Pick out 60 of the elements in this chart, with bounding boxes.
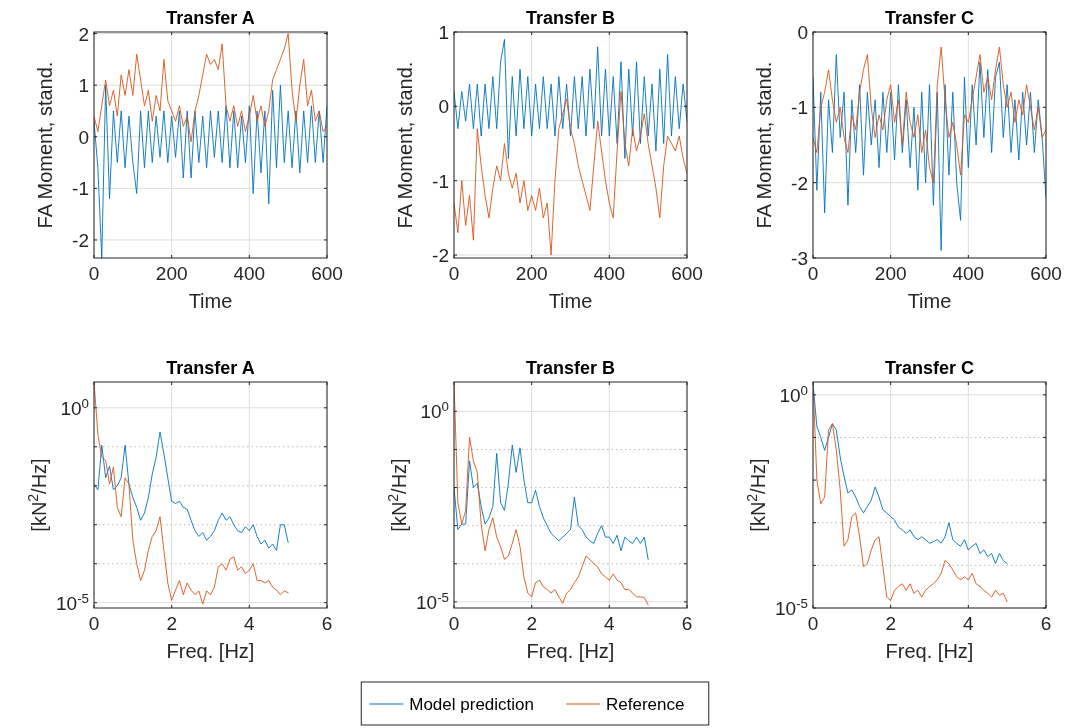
x-tick-label: 2 — [166, 613, 177, 634]
x-tick-label: 4 — [963, 613, 975, 634]
y-tick-label: -2 — [791, 172, 808, 194]
x-tick-label: 600 — [311, 263, 343, 284]
x-tick-label: 200 — [515, 263, 548, 284]
y-tick-label: 1 — [78, 75, 89, 97]
x-tick-label: 4 — [244, 613, 256, 634]
y-tick-label: 10$^{-5}$ — [56, 590, 89, 614]
y-tick-label: 2 — [78, 23, 89, 45]
y-tick-label: -2 — [432, 245, 449, 267]
x-axis-title: Freq. [Hz] — [885, 640, 974, 662]
chart-title: Transfer A — [166, 358, 255, 378]
line-series — [813, 46, 1046, 184]
x-tick-label: 2 — [885, 613, 896, 634]
legend-label: Model prediction — [409, 695, 534, 714]
x-tick-label: 6 — [681, 613, 693, 634]
y-tick-label: 10$^{0}$ — [420, 398, 449, 423]
y-axis-title: FA Moment, stand. — [394, 61, 416, 229]
x-tick-label: 2 — [526, 613, 537, 634]
chart-title: Transfer B — [525, 8, 616, 28]
legend-label: Reference — [606, 695, 685, 714]
chart-title: Transfer A — [166, 8, 255, 28]
y-tick-label: -3 — [791, 248, 808, 269]
x-axis-title: Freq. [Hz] — [526, 640, 615, 662]
x-tick-label: 400 — [952, 263, 985, 284]
line-series — [813, 54, 1046, 251]
y-tick-label: 1 — [438, 22, 449, 43]
y-tick-label: 0 — [438, 96, 449, 118]
x-tick-label: 200 — [874, 263, 907, 284]
x-tick-label: 6 — [321, 613, 333, 634]
x-axis-title: Time — [188, 290, 233, 312]
y-tick-label: -1 — [72, 178, 89, 200]
x-tick-label: 6 — [1040, 613, 1052, 634]
line-series — [454, 444, 649, 560]
line-series — [94, 431, 289, 551]
x-axis-title: Time — [548, 290, 593, 312]
y-tick-label: 10$^{0}$ — [779, 382, 808, 406]
y-axis-title: FA Moment, stand. — [34, 61, 56, 229]
y-tick-label: -1 — [432, 170, 449, 192]
x-tick-label: 600 — [671, 263, 703, 284]
x-tick-label: 400 — [593, 263, 626, 284]
y-tick-label: 0 — [797, 22, 808, 43]
line-series — [454, 38, 687, 159]
y-tick-label: 0 — [78, 126, 89, 148]
y-tick-label: 10$^{-5}$ — [416, 589, 449, 613]
y-axis-title: FA Moment, stand. — [753, 61, 775, 229]
line-series — [94, 84, 327, 258]
x-tick-label: 4 — [604, 613, 616, 634]
y-tick-label: -2 — [72, 229, 89, 251]
x-tick-label: 200 — [155, 263, 188, 284]
y-tick-label: 10$^{-5}$ — [775, 595, 808, 619]
x-tick-label: 400 — [233, 263, 266, 284]
y-tick-label: 10$^{0}$ — [60, 395, 89, 419]
chart-title: Transfer B — [525, 358, 616, 378]
x-axis-title: Freq. [Hz] — [166, 640, 255, 662]
chart-title: Transfer C — [884, 8, 975, 28]
x-tick-label: 600 — [1030, 263, 1062, 284]
y-tick-label: -1 — [791, 97, 808, 119]
x-axis-title: Time — [907, 290, 952, 312]
chart-title: Transfer C — [884, 358, 975, 378]
